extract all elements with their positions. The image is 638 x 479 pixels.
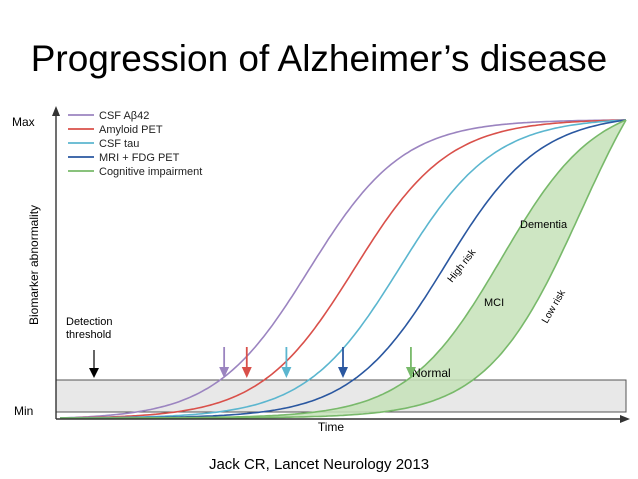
legend-label-csf-a-42: CSF Aβ42 <box>99 110 149 122</box>
slide-title: Progression of Alzheimer’s disease <box>30 38 608 79</box>
series-line-csf-a-42 <box>59 119 626 419</box>
legend-item-csf-tau: CSF tau <box>68 138 139 150</box>
legend-item-mri-fdg-pet: MRI + FDG PET <box>68 152 180 164</box>
cognitive-impairment-low-risk-line <box>60 119 627 419</box>
low-risk-label: Low risk <box>540 287 568 325</box>
cognitive-impairment-fill <box>60 120 626 418</box>
threshold-arrow-cognitive-impairment <box>405 347 416 378</box>
y-tick-min: Min <box>14 404 33 418</box>
threshold-arrow-csf-a-42 <box>219 347 230 378</box>
legend-label-mri-fdg-pet: MRI + FDG PET <box>99 152 180 164</box>
biomarker-chart: Max Min Biomarker abnormality Time Norma… <box>12 106 630 434</box>
threshold-arrow-mri-fdg-pet <box>338 347 348 378</box>
citation: Jack CR, Lancet Neurology 2013 <box>208 456 430 473</box>
series-line-amyloid-pet <box>60 119 627 419</box>
x-axis-label: Time <box>318 420 345 434</box>
legend-label-cognitive-impairment: Cognitive impairment <box>99 166 202 178</box>
threshold-arrow-amyloid-pet <box>241 347 252 378</box>
y-axis-label: Biomarker abnormality <box>27 205 41 325</box>
legend-item-csf-a-42: CSF Aβ42 <box>68 110 149 122</box>
detection-threshold-label: Detection threshold <box>66 316 116 341</box>
legend: CSF Aβ42 Amyloid PET CSF tau MRI + FDG PET C… <box>68 110 202 178</box>
threshold-arrow-csf-tau <box>281 347 292 378</box>
legend-item-cognitive-impairment: Cognitive impairment <box>68 166 202 178</box>
legend-label-csf-tau: CSF tau <box>99 138 139 150</box>
normal-band <box>55 379 627 413</box>
high-risk-label: High risk <box>446 247 479 285</box>
dementia-label: Dementia <box>520 219 568 231</box>
mci-label: MCI <box>484 297 504 309</box>
legend-item-amyloid-pet: Amyloid PET <box>68 124 163 136</box>
axes <box>52 106 630 423</box>
detection-threshold-arrow <box>89 350 99 378</box>
normal-label: Normal <box>412 366 451 380</box>
y-tick-max: Max <box>12 115 35 129</box>
legend-label-amyloid-pet: Amyloid PET <box>99 124 163 136</box>
